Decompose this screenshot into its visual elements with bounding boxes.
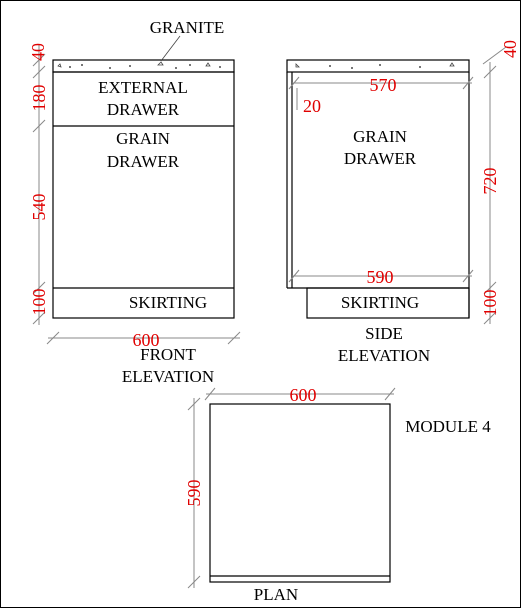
side-grain-drawer-label-2: DRAWER — [344, 149, 417, 168]
side-elevation-label: SIDE — [365, 324, 403, 343]
side-bottom-width-dim: 590 — [367, 267, 394, 287]
side-grain-drawer-label: GRAIN — [353, 127, 407, 146]
front-skirting-dim: 100 — [29, 289, 49, 316]
front-external-dim: 180 — [29, 85, 49, 112]
side-elevation: GRAIN DRAWER SKIRTING SIDE ELEVATION 570… — [286, 40, 520, 365]
external-drawer-label-2: DRAWER — [107, 100, 180, 119]
side-granite-speckle — [295, 62, 455, 70]
side-granite-top — [286, 59, 470, 73]
granite-speckle — [57, 61, 221, 70]
side-granite-dim: 40 — [500, 40, 520, 58]
grain-drawer-label-2: DRAWER — [107, 152, 180, 171]
front-elevation-label: FRONT — [140, 345, 196, 364]
side-elevation-label-2: ELEVATION — [338, 346, 430, 365]
granite-label: GRANITE — [150, 18, 225, 37]
side-panel-dim: 20 — [303, 96, 321, 116]
plan-depth-ticks — [187, 397, 201, 589]
side-top-width-dim: 570 — [370, 75, 397, 95]
skirting-label: SKIRTING — [129, 293, 207, 312]
side-vertical-ticks — [483, 65, 497, 325]
plan-label: PLAN — [254, 585, 298, 604]
front-dim-ticks — [32, 53, 46, 325]
side-width-ticks — [288, 76, 474, 283]
front-elevation: GRANITE EXTERNAL DRAWER GRAIN DRAWER SKI… — [28, 18, 241, 386]
plan-depth-dim: 590 — [184, 480, 204, 507]
plan-body — [209, 403, 391, 583]
external-drawer-label: EXTERNAL — [98, 78, 188, 97]
front-granite-dim: 40 — [28, 43, 48, 61]
side-granite-leader — [482, 46, 507, 65]
plan-width-dim: 600 — [290, 385, 317, 405]
front-grain-dim: 540 — [29, 194, 49, 221]
front-width-dim: 600 — [133, 330, 160, 350]
side-skirting-label: SKIRTING — [341, 293, 419, 312]
granite-leader — [160, 35, 181, 62]
side-skirting-box — [306, 287, 470, 319]
front-cabinet-body — [52, 71, 235, 319]
module-label: MODULE 4 — [405, 417, 491, 436]
front-elevation-label-2: ELEVATION — [122, 367, 214, 386]
grain-drawer-label: GRAIN — [116, 129, 170, 148]
side-height-dim: 720 — [480, 168, 500, 195]
front-width-ticks — [46, 331, 241, 345]
side-skirting-dim: 100 — [480, 290, 500, 317]
plan-view: MODULE 4 PLAN 600 590 — [184, 385, 491, 604]
plan-width-ticks — [204, 387, 396, 401]
